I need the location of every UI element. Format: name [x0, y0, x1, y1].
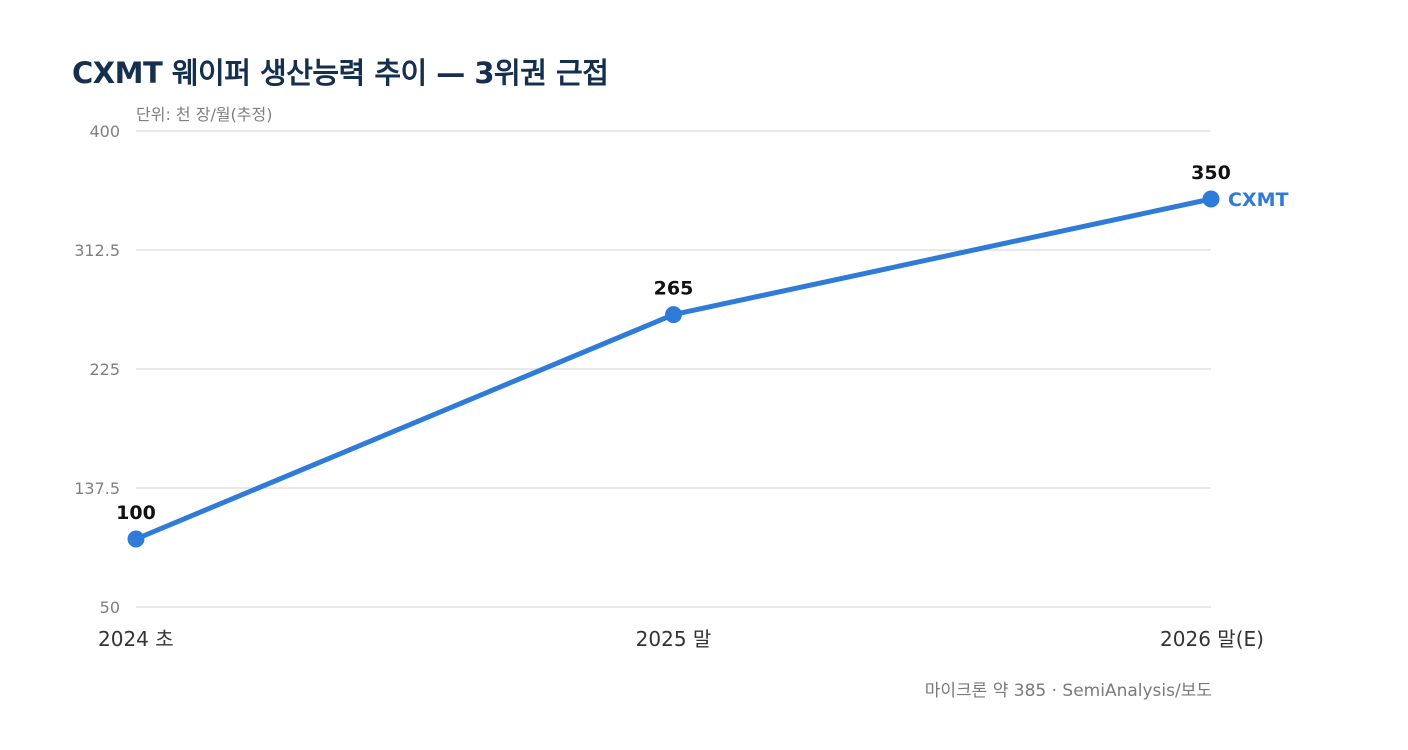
y-tick-label: 137.5 — [74, 479, 120, 498]
data-point — [1202, 190, 1220, 208]
y-tick-label: 312.5 — [74, 241, 120, 260]
x-tick-label: 2025 말 — [636, 627, 712, 651]
x-tick-label: 2024 초 — [98, 627, 174, 651]
data-label: 100 — [116, 502, 156, 524]
unit-note: 단위: 천 장/월(추정) — [136, 105, 273, 124]
y-axis-ticks: 50 137.5 225 312.5 400 — [74, 122, 120, 617]
x-tick-label: 2026 말(E) — [1160, 627, 1264, 651]
data-point — [127, 530, 145, 548]
chart-title: CXMT 웨이퍼 생산능력 추이 — 3위권 근접 — [72, 56, 609, 90]
y-tick-label: 225 — [89, 360, 120, 379]
x-axis-ticks: 2024 초 2025 말 2026 말(E) — [98, 627, 1264, 651]
data-label: 265 — [654, 278, 694, 300]
source-note: 마이크론 약 385 · SemiAnalysis/보도 — [924, 681, 1212, 701]
data-labels: 100 265 350 CXMT — [116, 162, 1288, 524]
y-tick-label: 400 — [89, 122, 120, 141]
data-label: 350 — [1191, 162, 1231, 184]
y-tick-label: 50 — [100, 598, 120, 617]
series-layer — [127, 190, 1220, 548]
series-name-label: CXMT — [1228, 189, 1289, 211]
data-point — [665, 306, 682, 324]
grid-lines — [136, 130, 1211, 608]
